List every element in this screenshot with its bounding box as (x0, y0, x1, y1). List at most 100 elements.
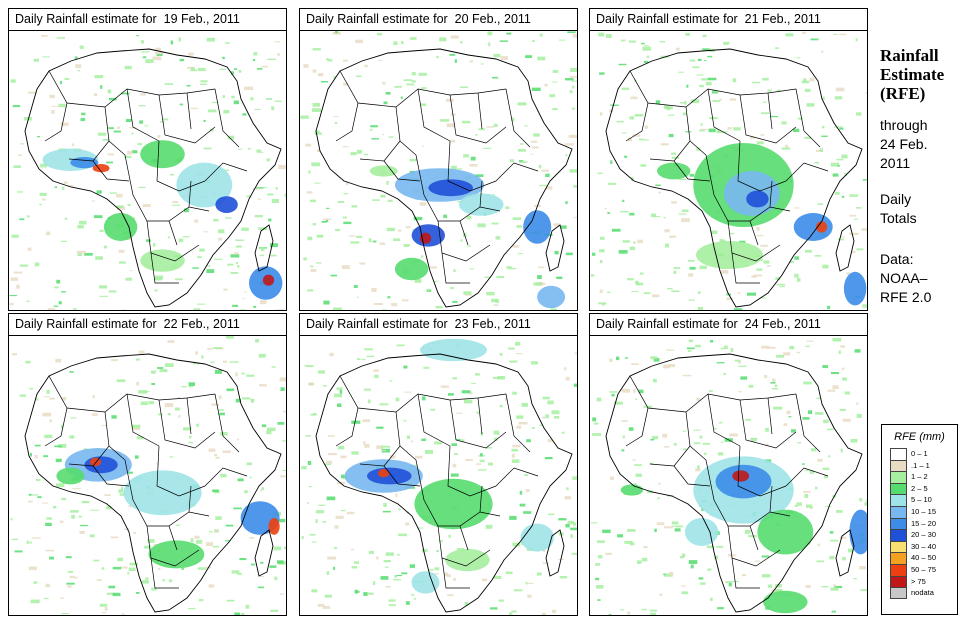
rain-speck (854, 349, 861, 353)
legend-label: 40 – 50 (911, 553, 937, 563)
rain-speck (154, 289, 158, 292)
rain-speck (222, 56, 225, 60)
rain-speck (841, 154, 848, 159)
rain-speck (192, 267, 199, 269)
rain-speck (181, 385, 187, 388)
rain-speck (452, 377, 457, 380)
country-border (158, 94, 216, 144)
rain-speck (491, 76, 499, 79)
country-border (48, 375, 216, 413)
panel-title: Daily Rainfall estimate for 22 Feb., 201… (8, 313, 287, 336)
rain-speck (606, 310, 612, 311)
rain-speck (676, 47, 680, 51)
rain-cell (696, 241, 763, 269)
rain-speck (277, 422, 285, 425)
rain-speck (716, 362, 725, 364)
rain-speck (42, 412, 52, 417)
rain-speck (184, 208, 190, 213)
africa-coastline (605, 353, 863, 613)
rain-speck (133, 532, 137, 534)
rain-speck (717, 452, 724, 456)
rain-speck (488, 42, 491, 47)
rain-speck (570, 527, 577, 531)
rain-speck (829, 555, 835, 560)
rain-speck (545, 414, 549, 419)
rain-speck (592, 417, 596, 422)
rain-speck (207, 347, 213, 350)
rain-speck (652, 215, 661, 218)
rain-speck (422, 145, 425, 147)
rain-speck (752, 81, 760, 84)
rain-speck (254, 215, 263, 218)
rain-speck (668, 364, 675, 368)
map-canvas (301, 338, 577, 615)
rain-speck (545, 173, 550, 177)
rain-speck (177, 396, 180, 398)
rain-speck (611, 393, 615, 397)
rain-speck (116, 126, 120, 129)
rain-speck (223, 360, 227, 363)
rain-speck (351, 548, 354, 551)
rain-speck (509, 159, 514, 163)
rain-speck (421, 438, 426, 441)
country-border (68, 106, 110, 162)
rain-speck (856, 414, 862, 418)
rain-speck (635, 473, 642, 477)
rain-speck (80, 524, 88, 527)
rain-speck (738, 390, 742, 393)
rain-speck (434, 441, 443, 445)
legend-label: .1 – 1 (911, 460, 930, 470)
rain-speck (491, 222, 499, 225)
rain-speck (267, 193, 274, 196)
rain-speck (678, 213, 687, 215)
rain-cell (715, 464, 772, 499)
rain-speck (363, 441, 366, 445)
rain-speck (805, 345, 810, 348)
country-border (707, 393, 741, 447)
rain-speck (186, 84, 191, 87)
africa-coastline (315, 48, 573, 308)
rain-speck (430, 266, 437, 269)
rain-speck (214, 530, 219, 533)
rain-speck (836, 158, 844, 161)
rain-speck (373, 369, 379, 372)
rain-speck (213, 347, 222, 349)
rain-speck (767, 89, 772, 92)
rain-speck (280, 593, 284, 595)
rain-speck (384, 566, 389, 568)
rain-speck (452, 463, 457, 468)
rain-speck (231, 71, 234, 75)
rain-speck (381, 445, 391, 448)
rain-speck (762, 101, 767, 103)
rain-speck (524, 125, 528, 127)
rain-speck (151, 587, 157, 591)
rain-speck (336, 387, 343, 390)
rain-speck (262, 187, 268, 189)
country-border (186, 92, 192, 130)
rain-speck (452, 300, 458, 303)
rain-speck (235, 239, 245, 241)
rain-speck (242, 397, 251, 400)
rain-speck (811, 448, 817, 452)
rain-speck (341, 474, 345, 479)
country-border (417, 88, 451, 142)
rain-speck (747, 292, 756, 296)
legend-label: > 75 (911, 576, 926, 586)
rain-speck (446, 123, 456, 128)
rain-speck (37, 136, 41, 138)
rain-speck (312, 48, 321, 51)
rain-speck (330, 274, 338, 277)
rain-speck (62, 397, 67, 401)
rain-speck (496, 275, 505, 279)
rain-speck (118, 489, 124, 493)
rain-speck (334, 121, 338, 124)
rain-speck (188, 441, 194, 444)
rain-speck (224, 42, 230, 44)
rain-speck (828, 455, 831, 458)
rain-speck (281, 440, 286, 442)
rain-speck (317, 370, 325, 374)
rain-speck (301, 536, 304, 539)
rain-speck (34, 444, 41, 447)
rain-speck (45, 583, 50, 588)
